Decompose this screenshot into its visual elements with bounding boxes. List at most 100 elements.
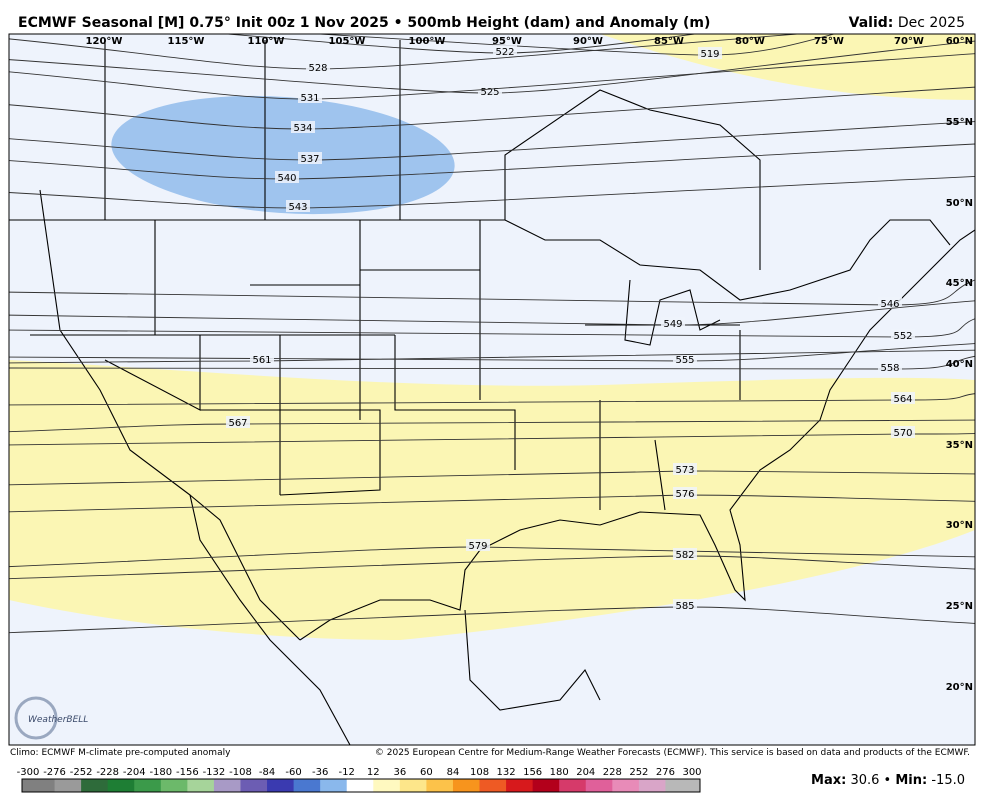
contour-label-bg xyxy=(226,416,250,428)
colorbar-tick: 180 xyxy=(550,767,569,778)
colorbar-swatch xyxy=(293,779,321,792)
colorbar-tick: -132 xyxy=(203,767,226,778)
colorbar-swatch xyxy=(426,779,454,792)
max-label: Max: xyxy=(811,773,846,788)
contour-label-bg xyxy=(878,297,902,309)
contour-label: 537 xyxy=(300,154,319,165)
contour-label: 528 xyxy=(308,63,327,74)
colorbar-swatch xyxy=(81,779,109,792)
logo-ring xyxy=(14,696,58,740)
colorbar-cap-right xyxy=(692,779,700,792)
contour-label: 582 xyxy=(675,550,694,561)
colorbar-tick: -252 xyxy=(70,767,93,778)
colorbar-tick: -300 xyxy=(17,767,40,778)
colorbar-swatch xyxy=(54,779,82,792)
colorbar-tick: -228 xyxy=(96,767,119,778)
contour xyxy=(9,419,975,433)
contour-label-bg xyxy=(275,171,299,183)
contour-label: 531 xyxy=(300,93,319,104)
contour xyxy=(9,176,975,209)
contour-label: 570 xyxy=(893,428,912,439)
colorbar-tick: -108 xyxy=(229,767,252,778)
contour-label-bg xyxy=(891,392,915,404)
colorbar-swatch xyxy=(452,779,481,792)
colorbar-swatch xyxy=(479,779,507,792)
colorbar: -300 -276 -252 -228 -204 -180 -156 -132 -108 -84-… xyxy=(17,767,702,793)
colorbar-swatch xyxy=(240,779,268,792)
colorbar-swatch xyxy=(532,779,560,792)
colorbar-swatch xyxy=(638,779,666,792)
contour xyxy=(9,318,975,338)
colorbar-tick: 132 xyxy=(497,767,516,778)
colorbar-tick: -36 xyxy=(312,767,328,778)
latitude-label: 60°N xyxy=(946,36,973,47)
longitude-label: 70°W xyxy=(894,36,924,47)
latitude-labels: 60°N 55°N 50°N 45°N 40°N 35°N 30°N 25°N 20°N xyxy=(946,36,973,693)
colorbar-tick: -180 xyxy=(149,767,172,778)
contour-label-bg xyxy=(673,487,697,499)
copyright: © 2025 European Centre for Medium-Range … xyxy=(375,748,970,758)
contour xyxy=(9,300,975,326)
valid: Valid: Dec 2025 xyxy=(849,15,965,31)
contours: 519 522 525 528 531 534 537 540 543 546 549 552 555 5… xyxy=(9,34,975,634)
colorbar-tick: 12 xyxy=(367,767,380,778)
colorbar-frame xyxy=(21,778,701,793)
contour-label: 567 xyxy=(228,418,247,429)
contour-label-bg xyxy=(661,317,685,329)
colorbar-tick: 60 xyxy=(420,767,433,778)
contour-label: 561 xyxy=(252,355,271,366)
contour-label: 549 xyxy=(663,319,682,330)
contour-label: 519 xyxy=(700,49,719,60)
min-label: Min: xyxy=(895,773,927,788)
latitude-label: 55°N xyxy=(946,117,973,128)
colorbar-swatch xyxy=(213,779,241,792)
colorbar-swatch xyxy=(160,779,188,792)
map-frame xyxy=(8,33,976,746)
valid-value: Dec 2025 xyxy=(898,15,965,31)
colorbar-swatch xyxy=(585,779,613,792)
contour-label-bg xyxy=(291,121,315,133)
colorbar-tick: 252 xyxy=(629,767,648,778)
colorbar-swatch xyxy=(346,779,374,792)
colorbar-tick: 84 xyxy=(447,767,460,778)
min-value: -15.0 xyxy=(931,773,965,788)
contour-label-bg xyxy=(286,200,310,212)
contour-label: 552 xyxy=(893,331,912,342)
contour-label-bg xyxy=(673,548,697,560)
contour xyxy=(9,143,975,180)
colorbar-swatch xyxy=(506,779,534,792)
contour-label-bg xyxy=(478,85,502,97)
contour-label-bg xyxy=(493,45,517,57)
colorbar-tick: 276 xyxy=(656,767,675,778)
contour-label-bg xyxy=(673,463,697,475)
contour-label: 558 xyxy=(880,363,899,374)
latitude-label: 50°N xyxy=(946,198,973,209)
climo-note: Climo: ECMWF M-climate pre-computed anom… xyxy=(10,748,231,758)
title-text: ECMWF Seasonal [M] 0.75° Init 00z 1 Nov … xyxy=(18,15,710,31)
longitude-label: 95°W xyxy=(492,36,522,47)
longitude-label: 75°W xyxy=(814,36,844,47)
colorbar-tick: -156 xyxy=(176,767,199,778)
negative-anomaly xyxy=(111,95,455,215)
colorbar-cap-left xyxy=(22,779,28,792)
contour-label-bg xyxy=(891,426,915,438)
colorbar-swatch xyxy=(320,779,348,792)
max-value: 30.6 xyxy=(850,773,879,788)
colorbar-swatch xyxy=(267,779,295,792)
contour-label: 543 xyxy=(288,202,307,213)
contour-label-bg xyxy=(250,353,274,365)
colorbar-swatch xyxy=(134,779,162,792)
contour-label: 564 xyxy=(893,394,912,405)
colorbar-swatch xyxy=(559,779,587,792)
contour-label: 573 xyxy=(675,465,694,476)
colorbar-tick: 300 xyxy=(682,767,701,778)
contour xyxy=(9,355,975,370)
longitude-label: 115°W xyxy=(168,36,205,47)
colorbar-swatch xyxy=(665,779,693,792)
contour xyxy=(9,555,975,580)
colorbar-swatch xyxy=(612,779,640,792)
colorbar-tick: 228 xyxy=(603,767,622,778)
longitude-label: 100°W xyxy=(409,36,446,47)
separator: • xyxy=(884,773,892,788)
longitude-label: 85°W xyxy=(654,36,684,47)
